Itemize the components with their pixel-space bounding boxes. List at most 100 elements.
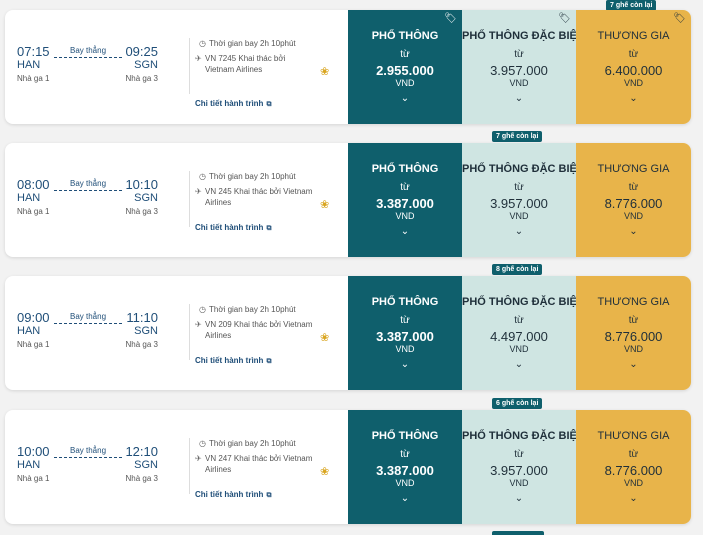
fare-business[interactable]: THƯƠNG GIA từ 8.776.000 VND ⌄ — [576, 410, 691, 524]
fare-from: từ — [400, 182, 410, 193]
fare-currency: VND — [395, 478, 415, 488]
departure: 07:15 HAN Nhà ga 1 — [17, 44, 50, 86]
fare-name: PHỔ THÔNG ĐẶC BIỆT — [462, 430, 584, 442]
plane-icon: ✈ — [195, 187, 202, 196]
fare-price: 3.387.000 — [376, 463, 434, 478]
fare-from: từ — [514, 182, 524, 193]
arrival-time: 09:25 — [125, 44, 158, 59]
arrival-time: 12:10 — [125, 444, 158, 459]
external-link-icon: ⧉ — [266, 101, 272, 108]
route-label: Bay thẳng — [69, 446, 107, 455]
plane-icon: ✈ — [195, 54, 202, 63]
clock-icon: ◷ — [199, 172, 206, 181]
fare-premium-economy[interactable]: PHỔ THÔNG ĐẶC BIỆT từ 3.957.000 VND ⌄ — [462, 410, 584, 524]
seats-left-badge: 7 ghế còn lại — [606, 0, 657, 11]
divider — [189, 438, 190, 494]
itinerary-details-link[interactable]: Chi tiết hành trình ⧉ — [195, 356, 272, 365]
fare-currency: VND — [509, 344, 529, 354]
fare-currency: VND — [509, 78, 529, 88]
arrival: 10:10 SGN Nhà ga 3 — [125, 177, 158, 219]
departure: 10:00 HAN Nhà ga 1 — [17, 444, 50, 486]
clock-icon: ◷ — [199, 39, 206, 48]
arrival-terminal: Nhà ga 3 — [125, 340, 158, 349]
fare-currency: VND — [509, 478, 529, 488]
chevron-down-icon[interactable]: ⌄ — [629, 359, 638, 370]
fare-business[interactable]: THƯƠNG GIA từ 8.776.000 VND ⌄ — [576, 143, 691, 257]
departure-airport: HAN — [17, 459, 41, 471]
route-direct: Bay thẳng — [54, 446, 122, 458]
price-tag-icon: 🏷 — [673, 13, 686, 24]
fare-price: 2.955.000 — [376, 63, 434, 78]
itinerary-details-link[interactable]: Chi tiết hành trình ⧉ — [195, 223, 272, 232]
chevron-down-icon[interactable]: ⌄ — [629, 493, 638, 504]
fare-currency: VND — [623, 78, 643, 88]
fare-price: 3.957.000 — [490, 63, 548, 78]
fare-business[interactable]: THƯƠNG GIA từ 8.776.000 VND ⌄ — [576, 276, 691, 390]
fare-name: PHỔ THÔNG — [371, 163, 439, 175]
fare-currency: VND — [395, 344, 415, 354]
arrival: 12:10 SGN Nhà ga 3 — [125, 444, 158, 486]
seats-left-badge: 7 ghế còn lại — [492, 131, 543, 142]
external-link-icon: ⧉ — [266, 225, 272, 232]
fare-economy[interactable]: PHỔ THÔNG từ 3.387.000 VND ⌄ — [348, 143, 462, 257]
price-tag-icon: 🏷 — [558, 13, 571, 24]
chevron-down-icon[interactable]: ⌄ — [400, 359, 410, 370]
clock-icon: ◷ — [199, 439, 206, 448]
fare-currency: VND — [509, 211, 529, 221]
fare-premium-economy[interactable]: 🏷 PHỔ THÔNG ĐẶC BIỆT từ 3.957.000 VND ⌄ — [462, 10, 584, 124]
flight-details: ◷ Thời gian bay 2h 10phút ✈ VN 209 Khai th… — [195, 304, 335, 365]
arrival-terminal: Nhà ga 3 — [125, 474, 158, 483]
chevron-down-icon[interactable]: ⌄ — [514, 359, 524, 370]
fare-currency: VND — [623, 344, 643, 354]
route-label: Bay thẳng — [69, 179, 107, 188]
route-label: Bay thẳng — [69, 312, 107, 321]
fare-economy[interactable]: 🏷 PHỔ THÔNG từ 2.955.000 VND ⌄ — [348, 10, 462, 124]
fare-economy[interactable]: PHỔ THÔNG từ 3.387.000 VND ⌄ — [348, 410, 462, 524]
flight-card: 08:00 HAN Nhà ga 1 Bay thẳng 10:10 SGN N… — [5, 143, 691, 257]
fare-business[interactable]: 🏷 THƯƠNG GIA từ 6.400.000 VND ⌄ — [576, 10, 691, 124]
flight-card: 09:00 HAN Nhà ga 1 Bay thẳng 11:10 SGN N… — [5, 276, 691, 390]
fare-from: từ — [628, 449, 639, 460]
chevron-down-icon[interactable]: ⌄ — [629, 93, 638, 104]
fare-from: từ — [514, 315, 524, 326]
chevron-down-icon[interactable]: ⌄ — [400, 493, 410, 504]
plane-icon: ✈ — [195, 320, 202, 329]
itinerary-details-link[interactable]: Chi tiết hành trình ⧉ — [195, 490, 272, 499]
chevron-down-icon[interactable]: ⌄ — [514, 493, 524, 504]
fare-premium-economy[interactable]: PHỔ THÔNG ĐẶC BIỆT từ 3.957.000 VND ⌄ — [462, 143, 584, 257]
fare-price: 3.387.000 — [376, 329, 434, 344]
route-direct: Bay thẳng — [54, 46, 122, 58]
flight-details: ◷ Thời gian bay 2h 10phút ✈ VN 247 Khai th… — [195, 438, 335, 499]
fare-name: PHỔ THÔNG ĐẶC BIỆT — [462, 296, 584, 308]
chevron-down-icon[interactable]: ⌄ — [514, 226, 524, 237]
itinerary-details-link[interactable]: Chi tiết hành trình ⧉ — [195, 99, 272, 108]
flight-details: ◷ Thời gian bay 2h 10phút ✈ VN 245 Khai th… — [195, 171, 335, 232]
lotus-logo-icon: ❀ — [320, 199, 330, 211]
fare-currency: VND — [623, 211, 643, 221]
flight-number: VN 209 Khai thác bởi Vietnam Airlines — [205, 320, 313, 340]
fare-name: PHỔ THÔNG — [371, 296, 439, 308]
divider — [189, 304, 190, 360]
fare-premium-economy[interactable]: PHỔ THÔNG ĐẶC BIỆT từ 4.497.000 VND ⌄ — [462, 276, 584, 390]
fare-currency: VND — [623, 478, 643, 488]
flight-number: VN 7245 Khai thác bởi Vietnam Airlines — [205, 54, 286, 74]
fare-from: từ — [628, 315, 639, 326]
fare-price: 4.497.000 — [490, 329, 548, 344]
external-link-icon: ⧉ — [266, 358, 272, 365]
departure-time: 07:15 — [17, 44, 50, 59]
arrival: 11:10 SGN Nhà ga 3 — [126, 310, 158, 352]
arrival: 09:25 SGN Nhà ga 3 — [125, 44, 158, 86]
fare-economy[interactable]: PHỔ THÔNG từ 3.387.000 VND ⌄ — [348, 276, 462, 390]
fare-name: PHỔ THÔNG — [371, 30, 439, 42]
chevron-down-icon[interactable]: ⌄ — [400, 93, 410, 104]
arrival-airport: SGN — [134, 192, 158, 204]
chevron-down-icon[interactable]: ⌄ — [514, 93, 524, 104]
fare-price: 3.957.000 — [490, 196, 548, 211]
chevron-down-icon[interactable]: ⌄ — [400, 226, 410, 237]
departure-terminal: Nhà ga 1 — [17, 474, 50, 483]
departure-time: 10:00 — [17, 444, 50, 459]
chevron-down-icon[interactable]: ⌄ — [629, 226, 638, 237]
plane-icon: ✈ — [195, 454, 202, 463]
route-direct: Bay thẳng — [54, 312, 122, 324]
fare-currency: VND — [395, 211, 415, 221]
